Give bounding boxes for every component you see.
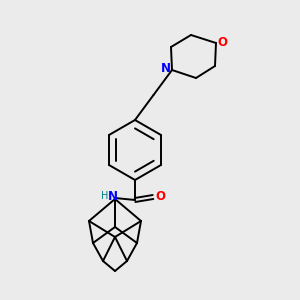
Text: N: N: [161, 62, 171, 76]
Text: O: O: [217, 35, 227, 49]
Text: N: N: [108, 190, 118, 203]
Text: H: H: [101, 191, 109, 201]
Text: O: O: [155, 190, 165, 203]
